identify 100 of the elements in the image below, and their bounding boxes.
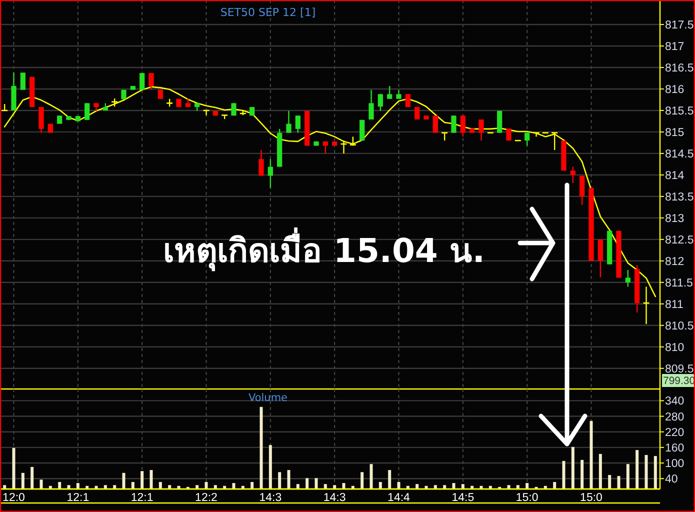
y-tick-label: 340 (665, 396, 684, 408)
candlestick (478, 118, 484, 142)
bar (12, 448, 16, 489)
bar (204, 482, 208, 489)
bar (260, 406, 263, 489)
y-tick-label: 813 (665, 212, 684, 225)
bar (131, 482, 134, 489)
bar (617, 476, 620, 489)
x-tick-label: 12:0 (2, 492, 25, 504)
candlestick (378, 94, 383, 112)
candlestick (396, 89, 402, 100)
bar (278, 472, 282, 489)
bar (314, 478, 318, 489)
candlestick (258, 149, 264, 176)
y-tick-label: 100 (665, 458, 684, 470)
x-tick-label: 12:2 (195, 492, 218, 504)
bar (580, 460, 584, 489)
bar (644, 454, 648, 489)
candlestick (38, 106, 44, 134)
candlestick (368, 89, 374, 120)
bar (397, 482, 400, 489)
y-tick-label: 817.5 (665, 20, 694, 32)
y-tick-label: 220 (665, 426, 684, 439)
bar (452, 483, 456, 489)
y-tick-label: 811 (665, 298, 684, 311)
x-tick-label: 15:0 (516, 492, 538, 504)
bar (598, 454, 602, 489)
bar (296, 484, 300, 489)
x-tick-label: 14:4 (388, 492, 411, 504)
bar (590, 420, 593, 489)
bar (608, 474, 612, 489)
y-tick-label: 815.5 (665, 105, 694, 118)
x-tick-label: 15:0 (580, 492, 602, 504)
bar (562, 460, 566, 489)
bar (150, 470, 153, 489)
x-tick-label: 14:3 (259, 492, 282, 504)
bar (342, 483, 346, 489)
bar (571, 446, 574, 489)
bar (416, 484, 419, 489)
candlestick (497, 110, 502, 134)
candlestick (506, 128, 512, 142)
x-tick-label: 14:5 (452, 492, 474, 504)
bar (526, 483, 529, 489)
bar (370, 464, 373, 489)
candlestick (580, 175, 585, 206)
candlestick (405, 94, 410, 108)
y-tick-label: 812.5 (665, 234, 694, 246)
candlestick (231, 102, 236, 116)
y-tick-label: 810 (665, 342, 684, 354)
bar (21, 472, 24, 489)
candlestick (140, 72, 145, 90)
bar (378, 482, 382, 489)
y-tick-label: 809.5 (665, 363, 694, 376)
x-tick-label: 12:1 (66, 492, 90, 504)
bar (654, 456, 657, 489)
y-tick-label: 816 (665, 84, 684, 96)
y-tick-label: 817 (665, 40, 684, 53)
candlestick (387, 85, 392, 100)
bar (388, 470, 392, 489)
y-tick-label: 812 (665, 256, 684, 268)
bar (76, 483, 80, 489)
candlestick (286, 110, 292, 134)
text: 799.30 (663, 375, 695, 387)
candlestick (148, 72, 154, 90)
bar (324, 484, 327, 489)
candlestick (84, 102, 90, 121)
bar (58, 482, 62, 489)
candlestick (625, 269, 630, 288)
bar (158, 482, 162, 489)
candlestick (570, 166, 576, 184)
y-tick-label: 813.5 (665, 191, 694, 204)
chart-title: Volume (248, 392, 288, 404)
bar (250, 482, 254, 489)
bar (30, 466, 34, 489)
y-tick-label: 810.5 (665, 320, 694, 332)
bar (268, 445, 272, 489)
candlestick (322, 140, 328, 154)
candlestick (414, 106, 420, 120)
bar (360, 472, 364, 489)
candlestick (20, 72, 26, 90)
bar (140, 471, 144, 489)
bar (461, 484, 464, 489)
y-tick-label: 160 (665, 442, 684, 454)
bar (306, 478, 309, 489)
candlestick (268, 158, 273, 188)
x-tick-label: 12:1 (130, 492, 154, 504)
bar (553, 482, 556, 489)
candlestick (598, 238, 603, 278)
bar (122, 472, 126, 489)
y-tick-label: 40 (665, 474, 678, 486)
bar (626, 464, 630, 489)
bar (232, 483, 236, 489)
text: SET50 SEP 12 [1] (220, 6, 316, 19)
bar (636, 450, 639, 489)
y-tick-label: 814.5 (665, 148, 694, 160)
y-tick-label: 816.5 (665, 62, 694, 74)
candlestick (432, 115, 438, 134)
y-tick-label: 280 (665, 411, 684, 424)
candlestick (524, 132, 530, 146)
y-tick-label: 814 (665, 170, 685, 182)
